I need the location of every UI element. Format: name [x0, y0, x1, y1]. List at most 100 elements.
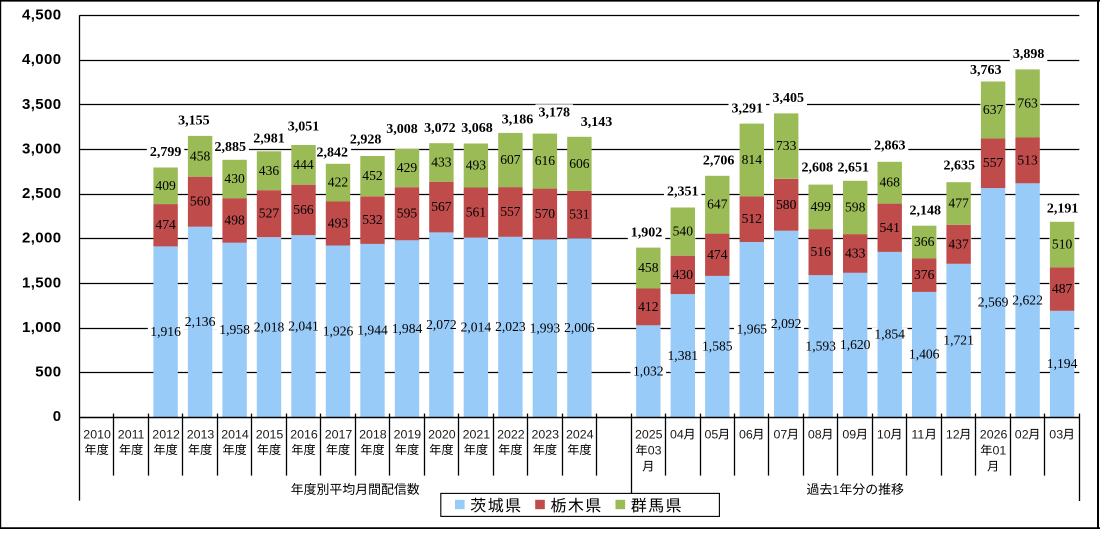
- svg-text:2,014: 2,014: [461, 320, 492, 335]
- svg-text:468: 468: [880, 175, 901, 190]
- svg-text:566: 566: [293, 202, 314, 217]
- svg-text:557: 557: [500, 204, 521, 219]
- svg-text:2014: 2014: [221, 428, 249, 442]
- svg-text:474: 474: [155, 217, 176, 232]
- svg-text:2,842: 2,842: [317, 146, 349, 161]
- svg-text:10: 10: [877, 428, 891, 442]
- svg-text:01: 01: [993, 444, 1007, 458]
- svg-text:616: 616: [535, 153, 556, 168]
- svg-text:2,706: 2,706: [703, 154, 735, 169]
- svg-text:477: 477: [948, 196, 969, 211]
- svg-text:3,291: 3,291: [732, 101, 764, 116]
- svg-text:595: 595: [397, 206, 418, 221]
- svg-text:2,136: 2,136: [185, 314, 216, 329]
- svg-text:436: 436: [259, 163, 280, 178]
- svg-text:1,585: 1,585: [702, 339, 733, 354]
- svg-text:2,148: 2,148: [909, 203, 941, 218]
- svg-text:2,635: 2,635: [944, 159, 976, 174]
- svg-text:1: 1: [832, 483, 839, 497]
- svg-text:11: 11: [911, 428, 924, 442]
- svg-text:430: 430: [673, 267, 694, 282]
- svg-text:09: 09: [842, 428, 856, 442]
- svg-text:3,143: 3,143: [581, 115, 613, 130]
- svg-text:2016: 2016: [290, 428, 318, 442]
- svg-text:1,381: 1,381: [668, 348, 699, 363]
- svg-text:2,981: 2,981: [253, 131, 285, 146]
- svg-text:08: 08: [808, 428, 822, 442]
- svg-text:474: 474: [707, 247, 728, 262]
- svg-text:1,916: 1,916: [150, 324, 181, 339]
- svg-text:430: 430: [224, 171, 245, 186]
- svg-text:513: 513: [1017, 152, 1038, 167]
- svg-text:531: 531: [569, 207, 589, 222]
- svg-text:458: 458: [190, 148, 211, 163]
- svg-text:452: 452: [362, 168, 383, 183]
- svg-text:2,191: 2,191: [1047, 202, 1079, 217]
- svg-text:2021: 2021: [463, 428, 491, 442]
- svg-text:376: 376: [914, 267, 935, 282]
- svg-text:2,000: 2,000: [22, 230, 62, 247]
- svg-text:4,000: 4,000: [22, 51, 62, 68]
- svg-text:3,155: 3,155: [178, 114, 210, 129]
- svg-text:2012: 2012: [152, 428, 180, 442]
- svg-text:0: 0: [53, 408, 62, 425]
- svg-text:1,854: 1,854: [874, 327, 905, 342]
- svg-text:2,622: 2,622: [1012, 292, 1043, 307]
- svg-text:500: 500: [35, 364, 61, 381]
- svg-text:429: 429: [397, 160, 418, 175]
- svg-text:3,068: 3,068: [461, 121, 493, 136]
- svg-text:2023: 2023: [532, 428, 560, 442]
- svg-text:598: 598: [845, 199, 866, 214]
- svg-text:498: 498: [224, 212, 245, 227]
- svg-text:1,032: 1,032: [633, 363, 664, 378]
- svg-text:03: 03: [648, 444, 662, 458]
- svg-text:532: 532: [362, 212, 383, 227]
- svg-text:2024: 2024: [566, 428, 594, 442]
- svg-text:412: 412: [638, 299, 659, 314]
- svg-text:763: 763: [1017, 96, 1038, 111]
- svg-text:2010: 2010: [83, 428, 111, 442]
- svg-text:527: 527: [259, 206, 280, 221]
- svg-text:2015: 2015: [256, 428, 284, 442]
- svg-text:516: 516: [811, 244, 832, 259]
- svg-text:06: 06: [739, 428, 753, 442]
- svg-text:3,051: 3,051: [288, 119, 320, 134]
- svg-text:2,885: 2,885: [214, 140, 246, 155]
- svg-text:570: 570: [535, 206, 556, 221]
- svg-text:433: 433: [431, 155, 452, 170]
- svg-text:2013: 2013: [187, 428, 215, 442]
- svg-text:2025: 2025: [635, 428, 663, 442]
- svg-text:647: 647: [707, 197, 728, 212]
- svg-text:2,928: 2,928: [350, 132, 382, 147]
- svg-text:2,006: 2,006: [564, 320, 595, 335]
- svg-text:444: 444: [293, 157, 314, 172]
- svg-text:2,018: 2,018: [254, 319, 285, 334]
- svg-text:1,721: 1,721: [943, 333, 974, 348]
- svg-text:557: 557: [983, 155, 1004, 170]
- svg-text:2,863: 2,863: [874, 139, 906, 154]
- svg-text:510: 510: [1052, 237, 1073, 252]
- svg-text:03: 03: [1049, 428, 1063, 442]
- svg-text:437: 437: [948, 236, 969, 251]
- svg-text:3,072: 3,072: [424, 121, 456, 136]
- svg-text:1,958: 1,958: [219, 322, 250, 337]
- svg-text:1,944: 1,944: [357, 323, 388, 338]
- svg-text:2,500: 2,500: [22, 185, 62, 202]
- svg-text:2,023: 2,023: [495, 319, 526, 334]
- svg-text:409: 409: [155, 178, 176, 193]
- svg-text:1,500: 1,500: [22, 274, 62, 291]
- svg-text:07: 07: [774, 428, 788, 442]
- svg-text:493: 493: [328, 216, 349, 231]
- svg-text:567: 567: [431, 199, 452, 214]
- svg-text:04: 04: [670, 428, 684, 442]
- svg-text:2,651: 2,651: [837, 161, 869, 176]
- svg-text:02: 02: [1015, 428, 1029, 442]
- svg-text:2019: 2019: [394, 428, 422, 442]
- svg-text:1,620: 1,620: [840, 337, 871, 352]
- svg-text:2018: 2018: [359, 428, 387, 442]
- svg-text:606: 606: [569, 156, 590, 171]
- svg-text:3,000: 3,000: [22, 140, 62, 157]
- svg-text:2,041: 2,041: [288, 318, 319, 333]
- svg-text:05: 05: [705, 428, 719, 442]
- svg-text:540: 540: [673, 224, 694, 239]
